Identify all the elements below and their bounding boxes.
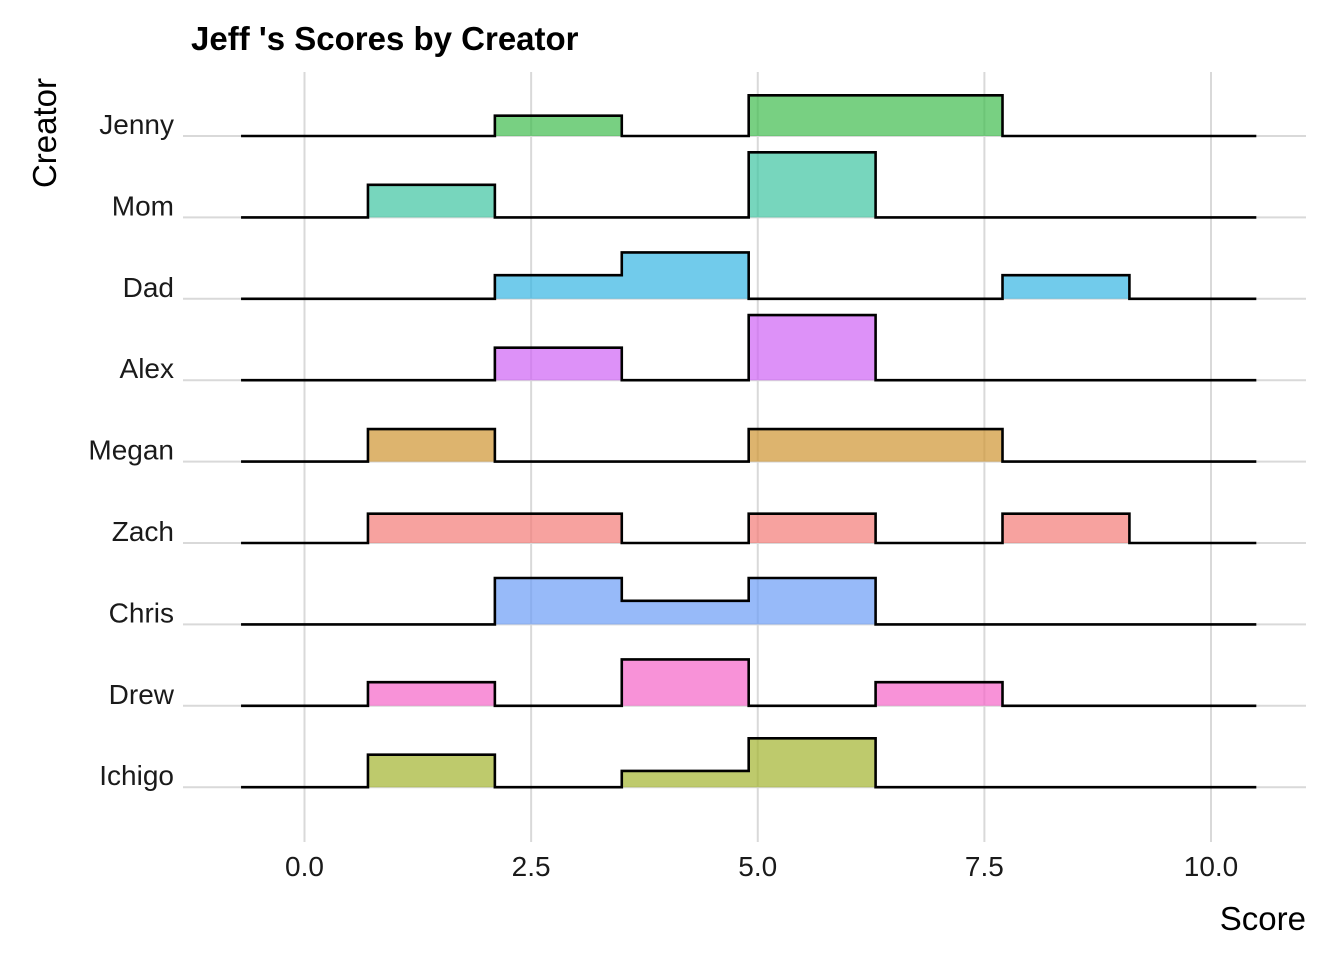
x-tick-label: 7.5 bbox=[965, 851, 1004, 882]
ridge-outline-jenny bbox=[241, 94, 1257, 138]
ridge-outline-mom bbox=[241, 150, 1257, 219]
labels: 0.0 2.5 5.0 7.5 10.0 Jenny Mom Dad Alex Megan Zach… bbox=[88, 109, 1238, 882]
ridge-outline-chris bbox=[241, 576, 1257, 626]
x-tick-label: 2.5 bbox=[512, 851, 551, 882]
grid bbox=[183, 72, 1306, 842]
x-tick-label: 5.0 bbox=[738, 851, 777, 882]
y-tick-label: Zach bbox=[112, 516, 174, 547]
chart-title: Jeff 's Scores by Creator bbox=[191, 20, 579, 57]
y-tick-label: Megan bbox=[88, 435, 174, 466]
y-axis-title: Creator bbox=[26, 78, 63, 188]
ridges bbox=[241, 94, 1257, 789]
ridge-outline-drew bbox=[241, 658, 1257, 708]
ridge-outline-zach bbox=[241, 512, 1257, 545]
y-tick-label: Chris bbox=[109, 597, 174, 628]
x-tick-label: 0.0 bbox=[285, 851, 324, 882]
ridge-outline-ichigo bbox=[241, 737, 1257, 789]
x-axis-title: Score bbox=[1220, 900, 1306, 937]
y-tick-label: Drew bbox=[109, 679, 175, 710]
y-tick-label: Ichigo bbox=[99, 760, 174, 791]
ridge-outline-dad bbox=[241, 251, 1257, 301]
y-tick-label: Mom bbox=[112, 190, 174, 221]
y-tick-label: Alex bbox=[120, 353, 174, 384]
y-tick-label: Dad bbox=[123, 272, 174, 303]
ridge-outline-megan bbox=[241, 427, 1257, 463]
y-tick-label: Jenny bbox=[99, 109, 174, 140]
ridge-outline-alex bbox=[241, 313, 1257, 382]
x-tick-label: 10.0 bbox=[1184, 851, 1239, 882]
